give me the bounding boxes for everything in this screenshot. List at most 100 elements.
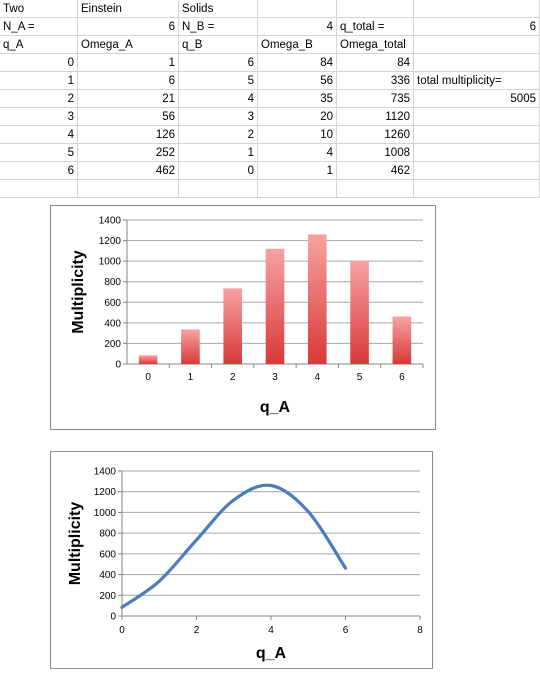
- cell-r9-c3[interactable]: 1: [179, 144, 258, 162]
- cell-r10-c1[interactable]: 6: [0, 162, 78, 180]
- cell-r2-c3[interactable]: N_B =: [179, 18, 258, 36]
- y-tick-label-5: 1000: [99, 257, 122, 268]
- cell-r3-c6[interactable]: [414, 36, 540, 54]
- bar-6: [392, 316, 412, 364]
- cell-r7-c4[interactable]: 20: [258, 108, 337, 126]
- cell-r10-c3[interactable]: 0: [179, 162, 258, 180]
- series-line: [120, 483, 348, 609]
- cell-r8-c5[interactable]: 1260: [337, 126, 414, 144]
- y-tick-label-0: 0: [115, 360, 121, 371]
- cell-r11-c6[interactable]: [414, 180, 540, 198]
- cell-r7-c6[interactable]: [414, 108, 540, 126]
- cell-r1-c5[interactable]: [337, 0, 414, 18]
- bar-5: [350, 260, 369, 364]
- y-tick-label-3: 600: [104, 298, 121, 309]
- cell-r3-c1[interactable]: q_A: [0, 36, 78, 54]
- cell-r9-c5[interactable]: 1008: [337, 144, 414, 162]
- cell-r5-c3[interactable]: 5: [179, 72, 258, 90]
- cell-r6-c3[interactable]: 4: [179, 90, 258, 108]
- cell-r6-c6[interactable]: 5005: [414, 90, 540, 108]
- cell-r10-c2[interactable]: 462: [78, 162, 179, 180]
- cell-r9-c4[interactable]: 4: [258, 144, 337, 162]
- cell-r3-c2[interactable]: Omega_A: [78, 36, 179, 54]
- y-axis-title: Multiplicity: [67, 502, 84, 586]
- y-tick-label-0: 0: [110, 612, 116, 623]
- cell-r10-c6[interactable]: [414, 162, 540, 180]
- y-tick-label-4: 800: [104, 277, 121, 288]
- cell-r5-c2[interactable]: 6: [78, 72, 179, 90]
- cell-r5-c4[interactable]: 56: [258, 72, 337, 90]
- cell-r8-c3[interactable]: 2: [179, 126, 258, 144]
- line-chart[interactable]: 0 200 400 600 800 1000 1200 1400 0 2 4 6 8 q_A Multipl…: [50, 451, 433, 669]
- cell-r9-c1[interactable]: 5: [0, 144, 78, 162]
- x-tick-label-2: 2: [230, 372, 236, 383]
- x-tick-label-2: 2: [194, 625, 200, 636]
- cell-r5-c1[interactable]: 1: [0, 72, 78, 90]
- y-tick-label-4: 800: [99, 529, 116, 540]
- cell-r2-c1[interactable]: N_A =: [0, 18, 78, 36]
- cell-r7-c3[interactable]: 3: [179, 108, 258, 126]
- cell-r10-c4[interactable]: 1: [258, 162, 337, 180]
- y-tick-label-1: 200: [99, 591, 116, 602]
- y-tick-label-5: 1000: [94, 508, 117, 519]
- cell-r11-c5[interactable]: [337, 180, 414, 198]
- cell-r2-c6[interactable]: 6: [414, 18, 540, 36]
- x-tick-label-0: 0: [145, 372, 151, 383]
- y-tick-label-1: 200: [104, 339, 121, 350]
- cell-r7-c1[interactable]: 3: [0, 108, 78, 126]
- bar-0: [138, 355, 158, 364]
- cell-r3-c4[interactable]: Omega_B: [258, 36, 337, 54]
- cell-r4-c6[interactable]: [414, 54, 540, 72]
- cell-r3-c3[interactable]: q_B: [179, 36, 258, 54]
- cell-r11-c4[interactable]: [258, 180, 337, 198]
- cell-r9-c6[interactable]: [414, 144, 540, 162]
- cell-r6-c4[interactable]: 35: [258, 90, 337, 108]
- cell-r8-c6[interactable]: [414, 126, 540, 144]
- y-axis-title: Multiplicity: [70, 250, 87, 334]
- cell-r5-c6[interactable]: total multiplicity=: [414, 72, 540, 90]
- x-tick-label-0: 0: [119, 625, 125, 636]
- cell-r6-c1[interactable]: 2: [0, 90, 78, 108]
- x-tick-label-6: 6: [343, 625, 349, 636]
- cell-r1-c1[interactable]: Two: [0, 0, 78, 18]
- x-tick-label-4: 4: [268, 625, 274, 636]
- cell-r2-c4[interactable]: 4: [258, 18, 337, 36]
- cell-r9-c2[interactable]: 252: [78, 144, 179, 162]
- cell-r11-c3[interactable]: [179, 180, 258, 198]
- cell-r4-c5[interactable]: 84: [337, 54, 414, 72]
- x-axis-title: q_A: [256, 645, 287, 662]
- y-tick-label-3: 600: [99, 549, 116, 560]
- cell-r2-c2[interactable]: 6: [78, 18, 179, 36]
- bar-4: [307, 234, 327, 364]
- cell-r6-c2[interactable]: 21: [78, 90, 179, 108]
- y-tick-label-7: 1400: [99, 216, 122, 227]
- cell-r11-c1[interactable]: [0, 180, 78, 198]
- cell-r7-c5[interactable]: 1120: [337, 108, 414, 126]
- bar-chart[interactable]: 0 200 400 600 800 1000 1200 1400 0 1 2 3 4 5 6 q_A Multi…: [50, 205, 436, 430]
- cell-r1-c4[interactable]: [258, 0, 337, 18]
- cell-r6-c5[interactable]: 735: [337, 90, 414, 108]
- cell-r4-c1[interactable]: 0: [0, 54, 78, 72]
- cell-r2-c5[interactable]: q_total =: [337, 18, 414, 36]
- cell-r8-c2[interactable]: 126: [78, 126, 179, 144]
- cell-r7-c2[interactable]: 56: [78, 108, 179, 126]
- x-tick-label-8: 8: [417, 625, 423, 636]
- bar-3: [265, 248, 285, 364]
- cell-r1-c6[interactable]: [414, 0, 540, 18]
- x-tick-label-1: 1: [188, 372, 194, 383]
- cell-r10-c5[interactable]: 462: [337, 162, 414, 180]
- bar-2: [223, 288, 243, 364]
- cell-r8-c4[interactable]: 10: [258, 126, 337, 144]
- cell-r4-c2[interactable]: 1: [78, 54, 179, 72]
- cell-r4-c3[interactable]: 6: [179, 54, 258, 72]
- y-tick-label-6: 1200: [99, 236, 122, 247]
- cell-r3-c5[interactable]: Omega_total: [337, 36, 414, 54]
- cell-r4-c4[interactable]: 84: [258, 54, 337, 72]
- y-tick-label-6: 1200: [94, 487, 117, 498]
- cell-r11-c2[interactable]: [78, 180, 179, 198]
- cell-r1-c2[interactable]: Einstein: [78, 0, 179, 18]
- cell-r8-c1[interactable]: 4: [0, 126, 78, 144]
- cell-r1-c3[interactable]: Solids: [179, 0, 258, 18]
- cell-r5-c5[interactable]: 336: [337, 72, 414, 90]
